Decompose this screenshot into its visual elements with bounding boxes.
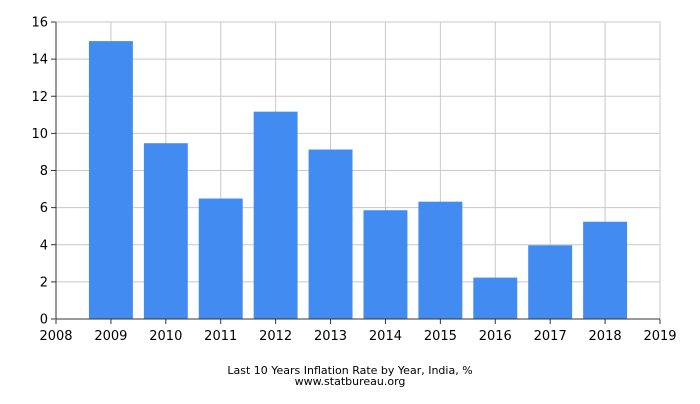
bars [88,41,628,319]
y-tick-label: 6 [40,201,48,216]
y-tick-label: 2 [40,275,48,290]
chart-title: Last 10 Years Inflation Rate by Year, In… [227,364,472,377]
x-tick-label: 2010 [149,329,182,344]
x-tick-label: 2014 [369,329,402,344]
y-tick-label: 8 [40,164,48,179]
axes [51,21,661,324]
bar-2015 [418,201,463,319]
x-tick-label: 2008 [39,329,72,344]
bar-2017 [528,245,573,319]
bar-2014 [363,210,408,319]
x-tick-label: 2011 [204,329,237,344]
bar-2013 [308,149,353,319]
y-tick-label: 16 [31,16,48,31]
y-tick-label: 14 [31,53,48,68]
x-tick-label: 2016 [479,329,512,344]
bar-2016 [473,277,518,319]
y-tick-labels: 0 2 4 6 8 10 12 14 16 [31,16,48,328]
x-tick-label: 2018 [589,329,622,344]
bar-2011 [198,198,243,319]
x-tick-label: 2019 [643,329,676,344]
chart-subtitle: www.statbureau.org [295,375,406,388]
x-tick-label: 2012 [259,329,292,344]
y-tick-label: 4 [40,238,48,253]
y-tick-label: 0 [40,313,48,328]
bar-2018 [583,221,628,319]
bar-2009 [88,41,133,319]
y-tick-label: 12 [31,90,48,105]
y-tick-label: 10 [31,127,48,142]
x-tick-labels: 2008 2009 2010 2011 2012 2013 2014 2015 2016 2017… [39,329,676,344]
bar-2010 [143,143,188,319]
bar-2012 [253,111,298,319]
x-tick-label: 2015 [424,329,457,344]
x-tick-label: 2017 [534,329,567,344]
x-tick-label: 2009 [94,329,127,344]
x-tick-label: 2013 [314,329,347,344]
